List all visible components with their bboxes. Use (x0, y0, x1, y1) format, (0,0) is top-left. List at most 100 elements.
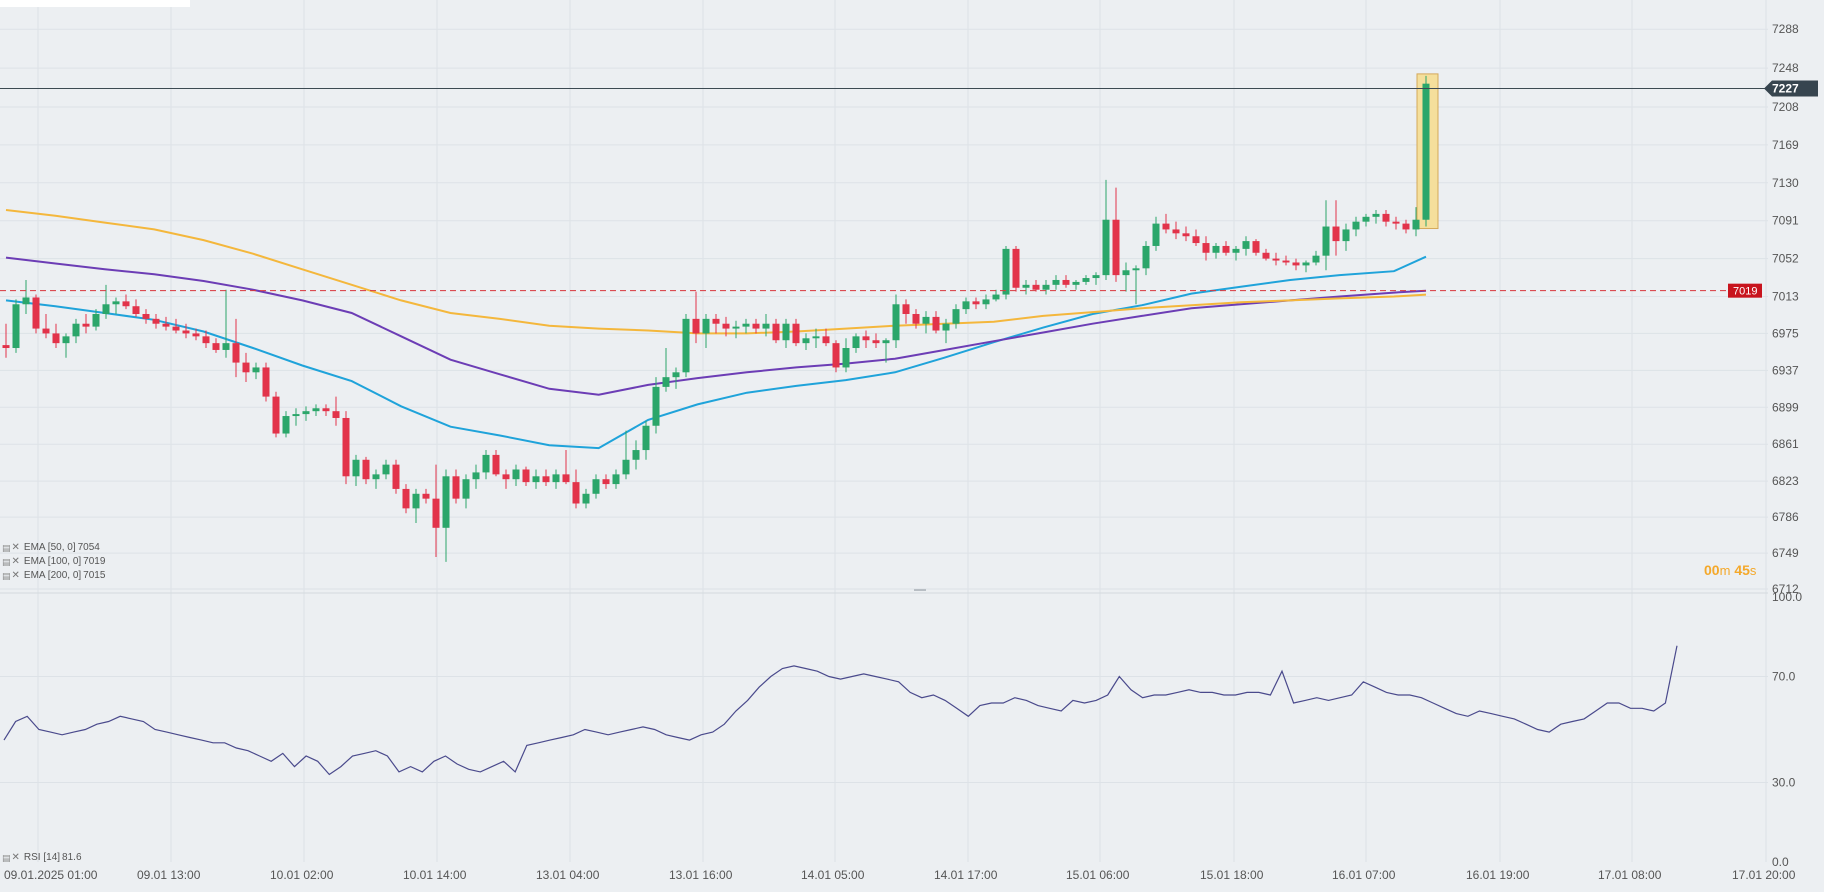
candle (652, 377, 660, 434)
candle-body (1012, 248, 1020, 288)
candle (242, 352, 250, 383)
candle (642, 420, 650, 460)
candle (72, 318, 80, 344)
remove-icon[interactable]: ✕ (11, 570, 20, 581)
toolbar-box[interactable] (0, 0, 190, 7)
candle (522, 466, 530, 487)
candle-body (1132, 268, 1140, 271)
settings-icon[interactable]: ▤ (2, 853, 10, 863)
price-tick-label: 6937 (1772, 363, 1799, 377)
candle-body (262, 367, 270, 397)
remove-icon[interactable]: ✕ (11, 556, 20, 567)
candle (382, 459, 390, 480)
candle-body (722, 323, 730, 329)
candle (22, 279, 30, 314)
price-tick-label: 7169 (1772, 138, 1799, 152)
rsi-tick-label: 100.0 (1772, 590, 1802, 604)
candle (612, 469, 620, 489)
candle (1012, 245, 1020, 292)
candle-body (362, 459, 370, 480)
candle-body (22, 297, 30, 305)
candle-body (222, 343, 230, 350)
candle-body (452, 476, 460, 499)
candle-body (292, 414, 300, 417)
candle-body (402, 488, 410, 509)
price-tick-label: 6786 (1772, 510, 1799, 524)
candle-body (672, 372, 680, 378)
remove-icon[interactable]: ✕ (11, 852, 20, 863)
candle-body (592, 479, 600, 494)
candle (572, 469, 580, 509)
candle-body (1162, 223, 1170, 230)
candle (732, 320, 740, 339)
time-tick-label: 16.01 07:00 (1332, 868, 1396, 882)
candle-body (1172, 229, 1180, 234)
settings-icon[interactable]: ▤ (2, 571, 10, 581)
candle-body (72, 323, 80, 337)
candle-body (902, 304, 910, 314)
price-tick-label: 6861 (1772, 437, 1799, 451)
candle-body (742, 323, 750, 327)
candle (662, 348, 670, 392)
candle (592, 474, 600, 499)
candle-body (522, 469, 530, 483)
timer-minutes: 00 (1704, 562, 1720, 578)
price-tick-label: 7288 (1772, 22, 1799, 36)
settings-icon[interactable]: ▤ (2, 543, 10, 553)
candle (762, 313, 770, 337)
candle-body (52, 333, 60, 344)
candle-body (202, 336, 210, 344)
candle (582, 488, 590, 509)
candle-body (762, 323, 770, 329)
candle (962, 297, 970, 314)
legend-rsi-label: RSI [14] (23, 852, 61, 863)
current-price-tag (1764, 80, 1818, 97)
candle-body (1122, 270, 1130, 276)
candle-body (692, 318, 700, 334)
candle (1082, 275, 1090, 285)
candle-body (1182, 233, 1190, 237)
candle-body (662, 377, 670, 387)
candle (312, 404, 320, 417)
candle-body (1282, 260, 1290, 263)
candle (1102, 179, 1110, 280)
remove-icon[interactable]: ✕ (11, 542, 20, 553)
candle-body (982, 299, 990, 305)
candle (1152, 216, 1160, 251)
candle-body (582, 493, 590, 504)
current-price-label: 7227 (1772, 82, 1799, 96)
candles (2, 75, 1430, 562)
candle-body (1082, 278, 1090, 282)
candle (232, 318, 240, 378)
candle-body (1402, 223, 1410, 230)
time-tick-label: 15.01 06:00 (1066, 868, 1130, 882)
candle (152, 313, 160, 329)
candle (1242, 236, 1250, 256)
settings-icon[interactable]: ▤ (2, 557, 10, 567)
price-tick-label: 7052 (1772, 252, 1799, 266)
candle-body (392, 464, 400, 489)
candle-body (512, 469, 520, 480)
candle (182, 323, 190, 339)
candle-body (1052, 279, 1060, 285)
candle (1022, 279, 1030, 295)
candle (1352, 216, 1360, 237)
candle-body (952, 309, 960, 324)
candle (1002, 245, 1010, 300)
candle (492, 450, 500, 477)
candle-body (1062, 279, 1070, 285)
candle (102, 284, 110, 319)
pane-resize-handle[interactable] (914, 589, 926, 591)
candle (622, 430, 630, 480)
candle (422, 488, 430, 504)
candle (972, 297, 980, 310)
price-tick-label: 6823 (1772, 474, 1799, 488)
candle (1332, 200, 1340, 256)
candle (12, 299, 20, 353)
candle-body (702, 318, 710, 334)
candle-body (612, 474, 620, 485)
ema-line (5, 256, 1427, 396)
candle-body (752, 323, 760, 329)
